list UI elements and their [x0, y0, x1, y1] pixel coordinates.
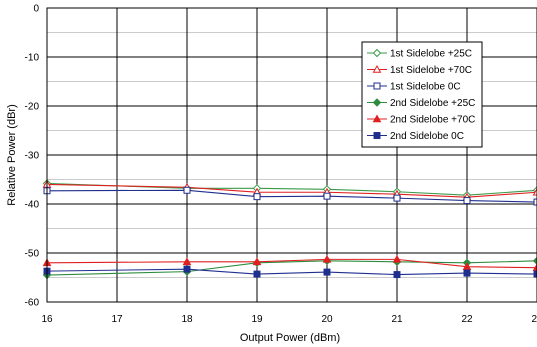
data-point — [182, 257, 192, 266]
y-axis-label: Relative Power (dBr) — [6, 104, 18, 205]
data-point — [532, 256, 537, 266]
data-point — [253, 270, 261, 278]
data-point — [393, 194, 401, 202]
x-tick-labels: 16 17 18 19 20 21 22 23 — [41, 314, 537, 325]
y-tick-label: -30 — [25, 151, 40, 162]
data-point — [183, 186, 191, 194]
legend: 1st Sidelobe +25C 1st Sidelobe +70C 1st Si… — [361, 41, 483, 148]
legend-item: 1st Sidelobe +70C — [367, 64, 472, 76]
data-point — [253, 193, 261, 201]
x-tick-label: 18 — [181, 314, 193, 325]
legend-label: 2nd Sidelobe +25C — [390, 98, 475, 109]
x-tick-label: 22 — [461, 314, 473, 325]
x-tick-label: 20 — [321, 314, 333, 325]
legend-item: 2nd Sidelobe 0C — [367, 131, 464, 142]
series-6 — [43, 265, 537, 279]
data-point — [393, 271, 401, 279]
data-point — [372, 98, 382, 107]
data-point — [463, 197, 471, 205]
data-point — [533, 270, 537, 278]
legend-label: 1st Sidelobe 0C — [390, 82, 461, 93]
legend-item: 2nd Sidelobe +25C — [367, 98, 475, 109]
data-point — [373, 82, 381, 90]
series-3 — [43, 186, 537, 206]
y-tick-label: -50 — [25, 249, 40, 260]
series-line — [46, 182, 537, 196]
legend-label: 1st Sidelobe +70C — [390, 65, 472, 76]
y-tick-labels: 0 -10 -20 -30 -40 -50 -60 — [25, 4, 40, 309]
data-point — [323, 268, 331, 276]
data-point — [532, 187, 537, 196]
legend-label: 1st Sidelobe +25C — [390, 49, 472, 60]
data-point — [532, 263, 537, 271]
legend-box — [361, 41, 483, 148]
data-point — [533, 198, 537, 206]
y-tick-label: -60 — [25, 298, 40, 309]
series-5 — [42, 254, 537, 271]
y-tick-label: -20 — [25, 102, 40, 113]
legend-label: 2nd Sidelobe +70C — [390, 115, 475, 126]
data-point — [183, 265, 191, 273]
legend-item: 2nd Sidelobe +70C — [367, 114, 475, 126]
x-tick-label: 17 — [111, 314, 123, 325]
data-point — [322, 254, 332, 263]
legend-label: 2nd Sidelobe 0C — [390, 131, 464, 142]
x-axis-label: Output Power (dBm) — [240, 332, 340, 344]
data-point — [252, 257, 262, 266]
legend-item: 1st Sidelobe 0C — [367, 82, 461, 93]
x-tick-label: 23 — [531, 314, 537, 325]
data-point — [373, 132, 381, 139]
plot-frame — [46, 7, 537, 303]
series-1 — [42, 179, 537, 200]
series-layer — [42, 179, 537, 280]
data-point — [462, 262, 472, 271]
y-tick-label: -10 — [25, 53, 40, 64]
data-point — [372, 48, 382, 58]
data-point — [372, 64, 382, 73]
y-tick-label: 0 — [33, 4, 39, 15]
data-point — [463, 269, 471, 277]
legend-item: 1st Sidelobe +25C — [367, 49, 472, 60]
x-tick-label: 16 — [41, 314, 53, 325]
x-tick-label: 21 — [391, 314, 403, 325]
y-tick-label: -40 — [25, 200, 40, 211]
series-line — [46, 258, 537, 269]
data-point — [372, 114, 382, 123]
x-tick-label: 19 — [251, 314, 263, 325]
data-point — [392, 254, 402, 263]
data-point — [323, 192, 331, 200]
